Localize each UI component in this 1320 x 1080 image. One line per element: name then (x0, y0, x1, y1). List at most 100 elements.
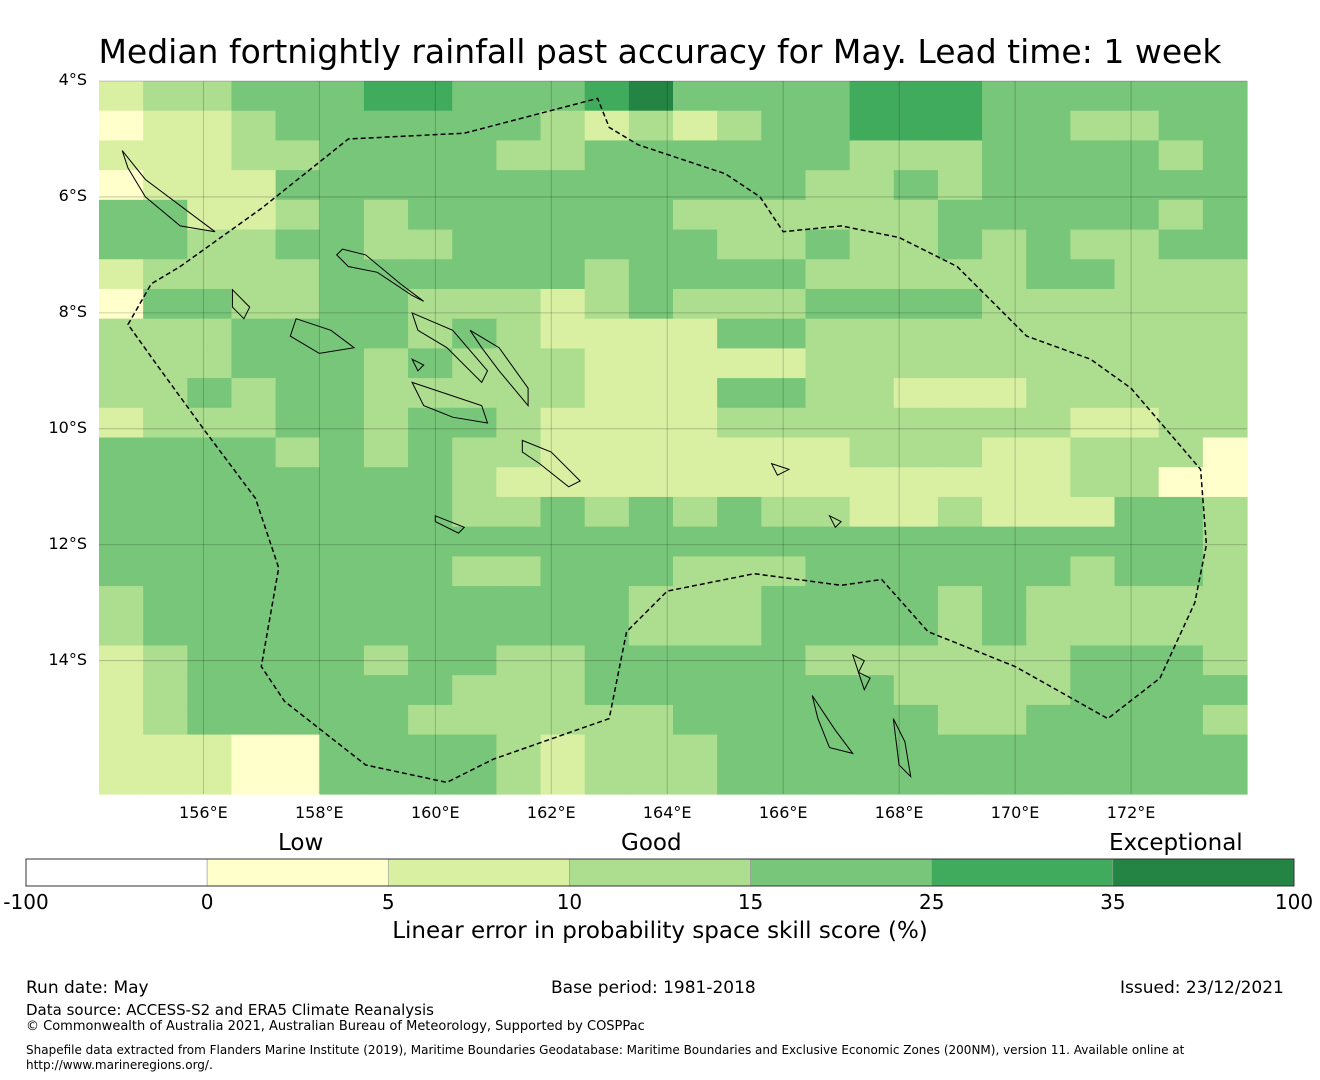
skill-cell (1070, 348, 1116, 379)
latitude-label: 14°S (48, 649, 87, 669)
skill-cell (363, 170, 409, 201)
skill-cell (805, 259, 851, 290)
skill-cell (584, 645, 630, 676)
skill-cell (143, 259, 188, 290)
skill-cell (673, 615, 718, 647)
longitude-label: 164°E (642, 803, 692, 822)
skill-cell (584, 140, 630, 171)
skill-cell (1026, 496, 1071, 528)
skill-cell (982, 407, 1027, 439)
skill-cell (275, 170, 321, 201)
skill-cell (717, 675, 762, 706)
skill-cell (1158, 348, 1204, 379)
skill-cell (805, 704, 851, 736)
skill-cell (143, 734, 188, 765)
skill-cell (1026, 675, 1071, 706)
skill-cell (452, 615, 497, 647)
skill-cell (673, 348, 718, 379)
skill-cell (99, 81, 144, 112)
skill-cell (1026, 556, 1071, 587)
skill-cell (99, 437, 144, 468)
skill-cell (628, 81, 674, 112)
skill-cell (937, 81, 983, 112)
skill-cell (849, 615, 895, 647)
skill-cell (319, 734, 365, 765)
skill-cell (187, 556, 233, 587)
skill-cell (937, 318, 983, 349)
skill-cell (319, 764, 365, 795)
skill-cell (584, 259, 630, 290)
skill-cell (717, 199, 762, 231)
island-outline (411, 381, 489, 424)
skill-cell (849, 140, 895, 171)
skill-cell (408, 556, 453, 587)
skill-cell (143, 81, 188, 112)
skill-cell (363, 734, 409, 765)
skill-cell (982, 318, 1027, 349)
skill-cell (805, 110, 851, 142)
skill-cell (805, 675, 851, 706)
skill-cell (805, 378, 851, 409)
skill-cell (849, 496, 895, 528)
skill-cell (717, 704, 762, 736)
colorbar-tick: -100 (3, 890, 49, 914)
skill-cell (584, 615, 630, 647)
skill-cell (143, 467, 188, 498)
skill-cell (628, 378, 674, 409)
skill-cell (275, 229, 321, 260)
skill-cell (849, 704, 895, 736)
skill-cell (1070, 556, 1116, 587)
skill-cell (1158, 526, 1204, 557)
colorbar-bin (931, 858, 1114, 887)
skill-cell (982, 170, 1027, 201)
island-outline (828, 514, 842, 529)
skill-cell (849, 675, 895, 706)
skill-cell (893, 259, 939, 290)
skill-cell (849, 467, 895, 498)
skill-cell (1026, 764, 1071, 795)
skill-cell (143, 110, 188, 142)
colorbar-tick: 0 (200, 890, 214, 914)
skill-cell (673, 437, 718, 468)
skill-cell (849, 110, 895, 142)
skill-cell (1114, 586, 1160, 617)
skill-cell (673, 467, 718, 498)
skill-cell (628, 704, 674, 736)
skill-cell (1202, 110, 1248, 142)
island-outline (411, 312, 489, 384)
skill-cell (408, 140, 453, 171)
skill-cell (1114, 229, 1160, 260)
skill-cell (143, 704, 188, 736)
skill-cell (99, 407, 144, 439)
skill-cell (363, 199, 409, 231)
skill-cell (584, 734, 630, 765)
map-title: Median fortnightly rainfall past accurac… (98, 32, 1222, 71)
skill-cell (628, 437, 674, 468)
skill-cell (893, 229, 939, 260)
skill-cell (1114, 764, 1160, 795)
skill-cell (761, 407, 807, 439)
skill-cell (99, 259, 144, 290)
skill-cell (805, 81, 851, 112)
skill-cell (1158, 81, 1204, 112)
skill-cell (1026, 407, 1071, 439)
skill-cell (584, 229, 630, 260)
skill-cell (893, 199, 939, 231)
skill-cell (628, 615, 674, 647)
skill-cell (1070, 140, 1116, 171)
skill-cell (540, 378, 586, 409)
skill-cell (187, 378, 233, 409)
skill-cell (761, 110, 807, 142)
skill-cell (1114, 170, 1160, 201)
skill-cell (363, 437, 409, 468)
skill-cell (1070, 199, 1116, 231)
longitude-label: 156°E (179, 803, 228, 822)
skill-cell (496, 467, 542, 498)
skill-cell (408, 170, 453, 201)
skill-cell (1202, 586, 1248, 617)
skill-cell (982, 110, 1027, 142)
skill-cell (540, 110, 586, 142)
skill-cell (849, 556, 895, 587)
skill-cell (628, 318, 674, 349)
skill-cell (937, 437, 983, 468)
